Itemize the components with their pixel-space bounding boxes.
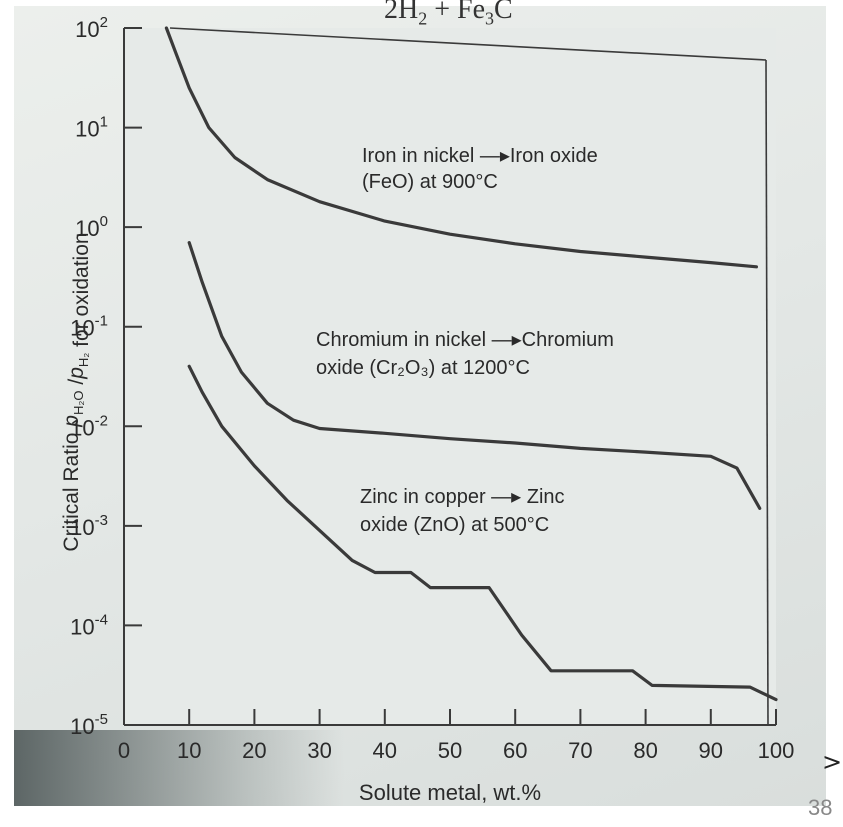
photo-shadow [14, 730, 344, 806]
x-axis-label: Solute metal, wt.% [359, 780, 541, 805]
series-label-3: oxide (ZnO) at 500°C [360, 514, 549, 536]
y-tick-label: 101 [75, 114, 108, 142]
x-tick-label: 90 [699, 738, 723, 763]
y-tick-label: 10-2 [70, 412, 108, 440]
series-line-1 [164, 26, 758, 269]
y-tick-label: 10-1 [70, 313, 108, 341]
x-tick-label: 0 [118, 738, 130, 763]
series-label-3: Zinc in copper —▸ Zinc [360, 486, 565, 508]
series-label-1: (FeO) at 900°C [362, 171, 498, 193]
series-label-1: Iron in nickel —▸Iron oxide [362, 145, 598, 167]
y-tick-label: 10-4 [70, 611, 108, 639]
series-label-2: Chromium in nickel —▸Chromium [316, 329, 614, 351]
x-tick-label: 40 [373, 738, 397, 763]
next-arrow-icon[interactable]: > [822, 748, 843, 776]
y-tick-label: 100 [75, 213, 108, 241]
series-label-2: oxide (Cr₂O₃) at 1200°C [316, 357, 530, 379]
y-tick-label: 10-5 [70, 711, 108, 739]
x-tick-label: 60 [503, 738, 527, 763]
plot-area [124, 28, 776, 725]
y-axis-label: Critical Ratio pH₂O /pH₂ for oxidation [60, 232, 93, 551]
y-tick-label: 10-3 [70, 512, 108, 540]
y-tick-label: 102 [75, 14, 108, 42]
x-tick-label: 20 [242, 738, 266, 763]
right-frame-line [765, 59, 769, 726]
page-number: 38 [808, 795, 833, 820]
header-fragment: 2H2 + Fe3C [384, 0, 513, 29]
x-tick-label: 100 [758, 738, 795, 763]
x-tick-label: 80 [633, 738, 657, 763]
top-frame-line [169, 27, 767, 61]
x-tick-label: 10 [177, 738, 201, 763]
x-tick-label: 50 [438, 738, 462, 763]
series-line-2 [187, 241, 762, 510]
x-tick-label: 70 [568, 738, 592, 763]
series-line-3 [187, 364, 778, 702]
x-tick-label: 30 [307, 738, 331, 763]
